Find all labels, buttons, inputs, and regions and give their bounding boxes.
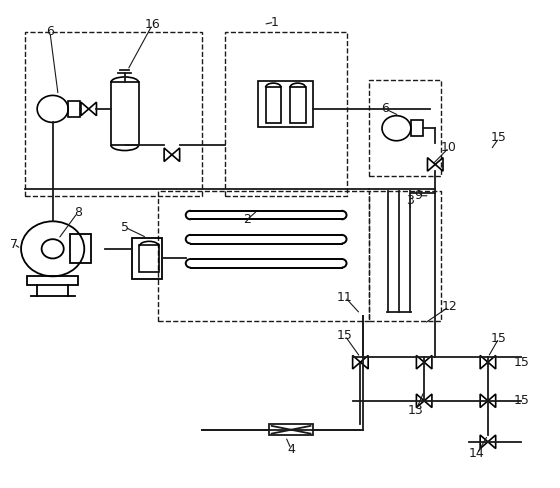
Bar xyxy=(290,87,306,122)
Text: 7: 7 xyxy=(10,238,18,250)
Bar xyxy=(25,32,202,196)
Bar xyxy=(27,276,78,285)
Text: 2: 2 xyxy=(243,213,251,226)
Text: 10: 10 xyxy=(441,141,457,154)
Text: 15: 15 xyxy=(337,329,353,342)
Bar xyxy=(158,191,368,321)
Bar xyxy=(70,234,91,264)
Text: 15: 15 xyxy=(491,131,507,144)
Text: 6: 6 xyxy=(381,102,389,116)
Text: 12: 12 xyxy=(441,300,457,313)
Text: 4: 4 xyxy=(287,443,295,455)
Text: 9: 9 xyxy=(414,189,423,202)
Bar xyxy=(225,32,347,196)
Bar xyxy=(111,82,139,145)
Text: 16: 16 xyxy=(144,18,160,31)
Bar xyxy=(411,120,423,137)
Bar xyxy=(368,80,441,177)
Bar xyxy=(68,101,81,117)
Bar xyxy=(139,245,159,272)
Text: 6: 6 xyxy=(46,25,54,38)
Text: 3: 3 xyxy=(407,194,414,207)
Text: 14: 14 xyxy=(469,447,485,460)
Bar xyxy=(132,238,162,279)
Text: 15: 15 xyxy=(514,356,529,369)
Text: 5: 5 xyxy=(121,221,129,234)
Text: 8: 8 xyxy=(73,206,82,219)
Bar xyxy=(269,425,313,435)
Text: 13: 13 xyxy=(408,404,424,417)
Bar xyxy=(258,81,313,127)
Text: 15: 15 xyxy=(491,331,507,345)
Text: 11: 11 xyxy=(337,290,353,304)
Bar xyxy=(265,87,281,122)
Text: 15: 15 xyxy=(514,394,529,407)
Bar xyxy=(368,191,441,321)
Text: 1: 1 xyxy=(270,16,278,29)
